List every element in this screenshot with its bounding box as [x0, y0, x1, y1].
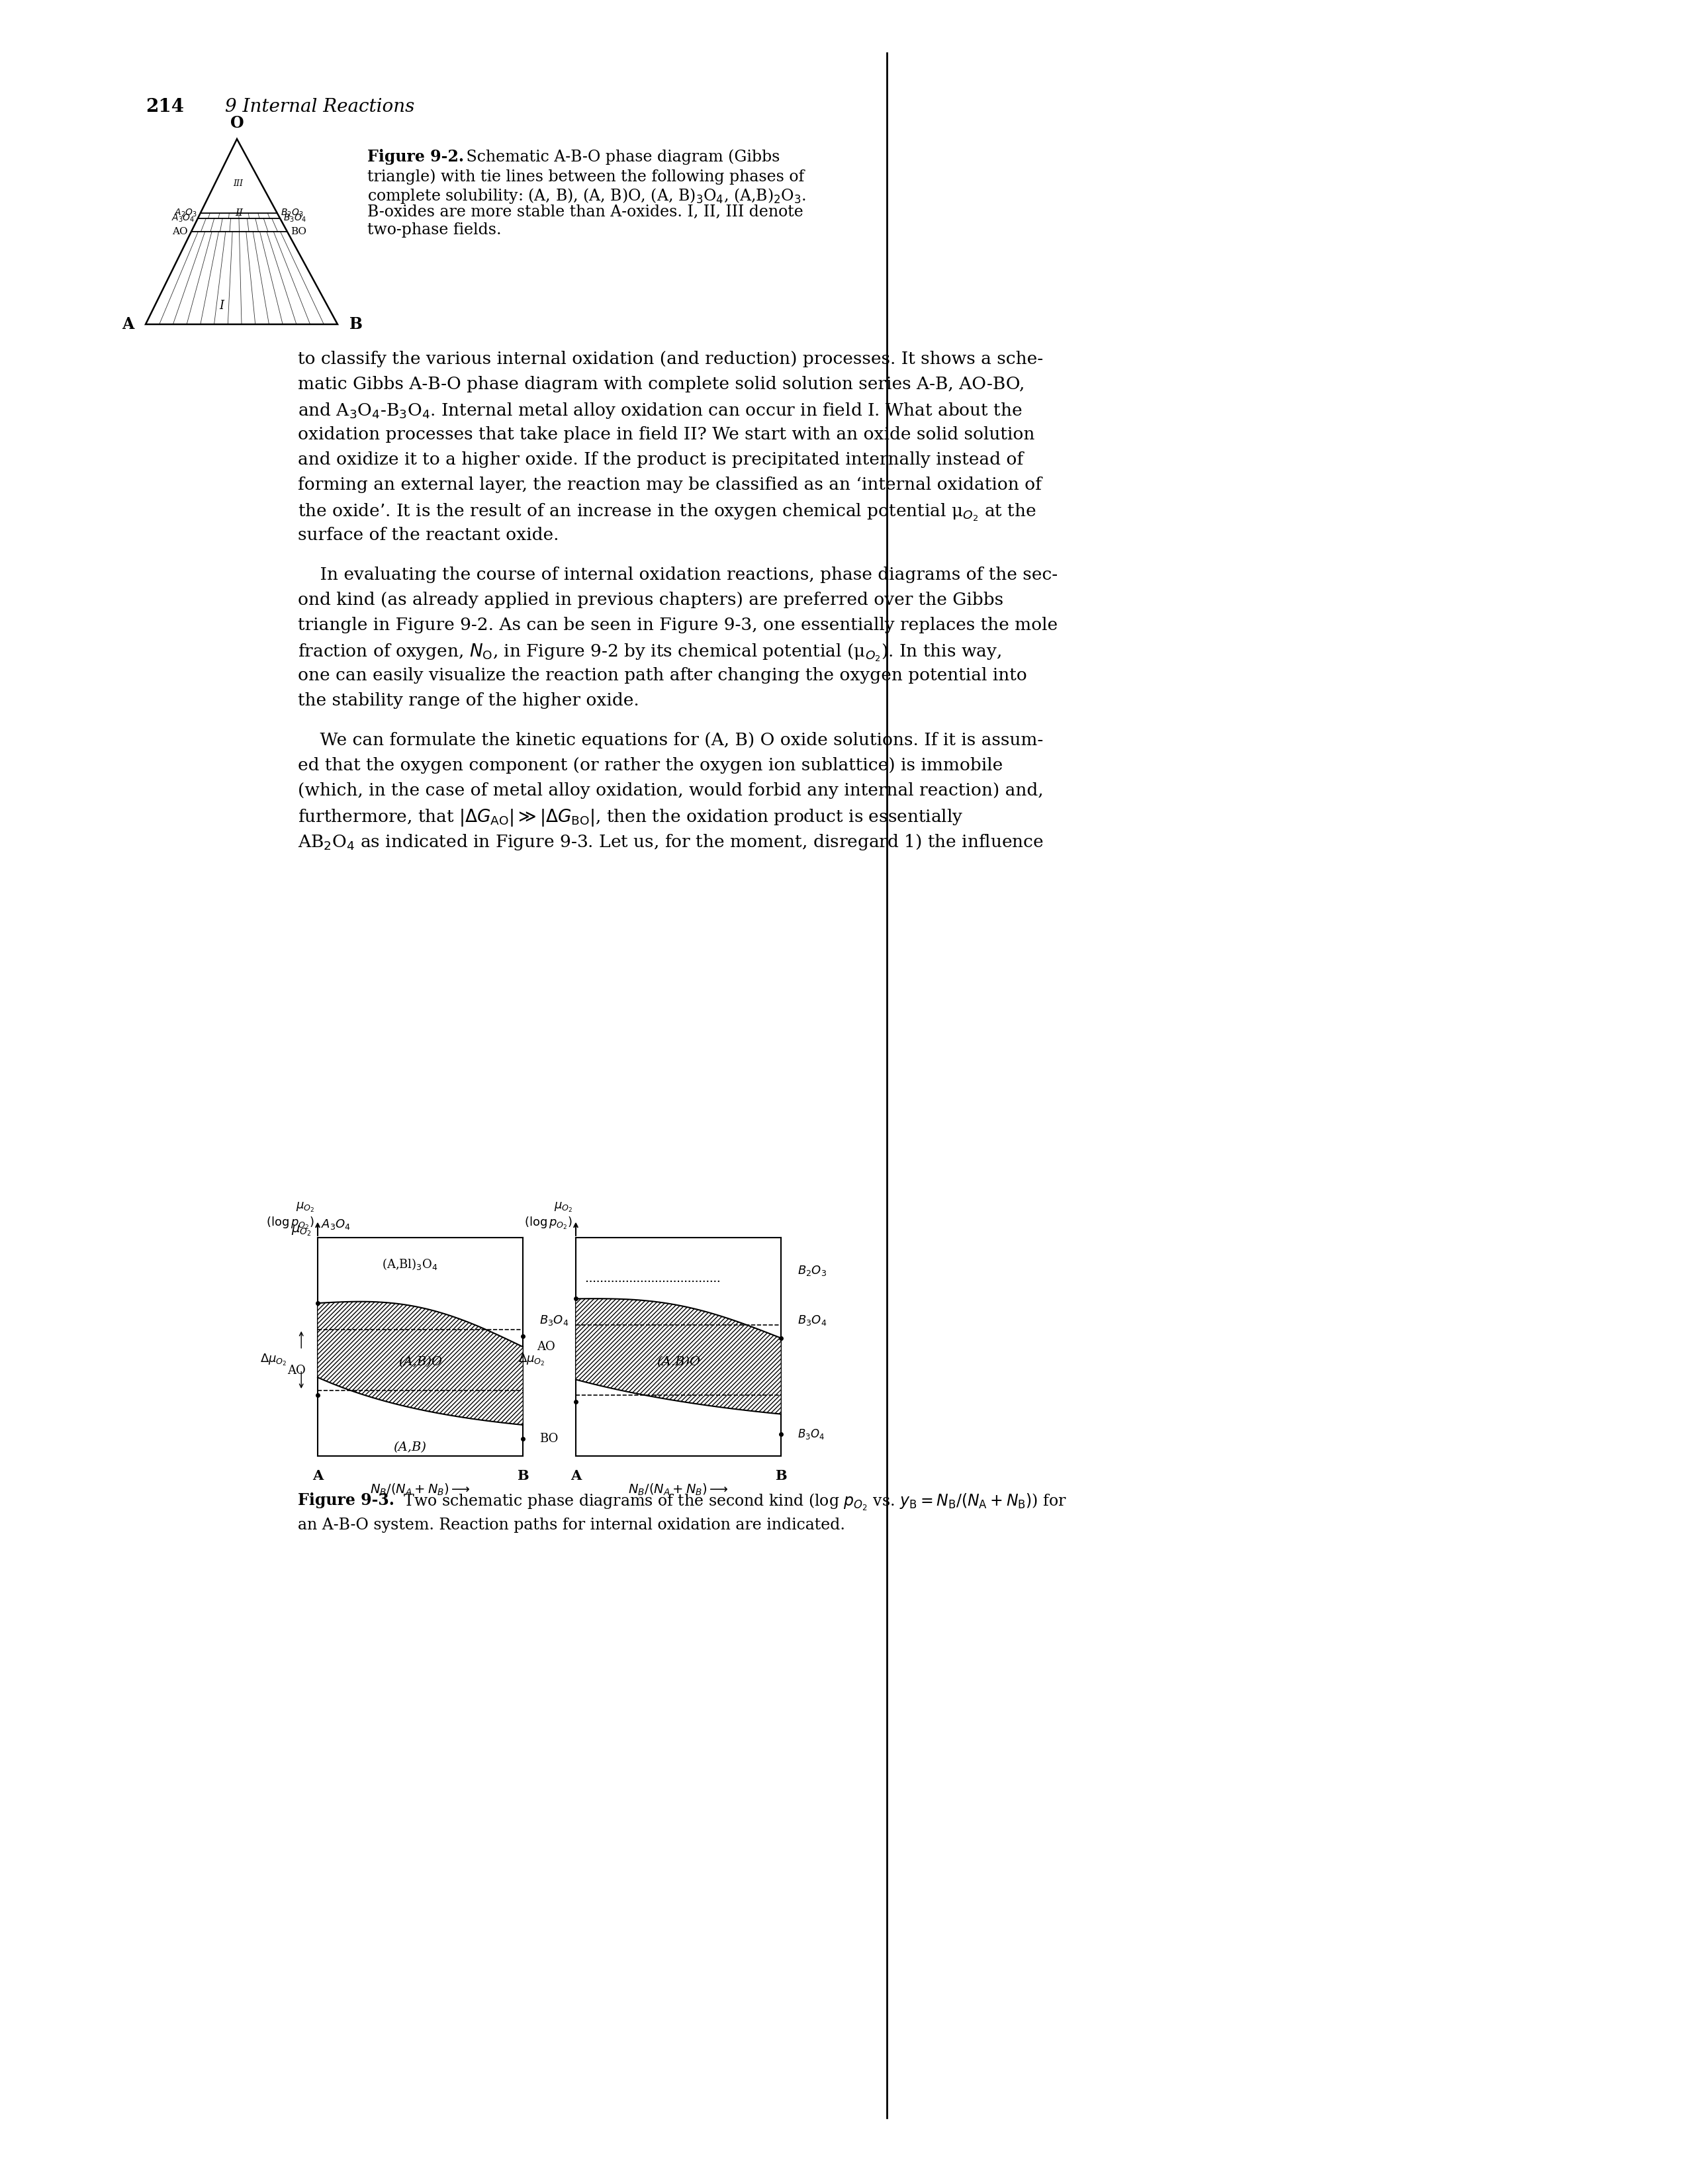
Text: AO: AO [287, 1365, 306, 1376]
Text: complete solubility: (A, B), (A, B)O, (A, B)$_3$O$_4$, (A,B)$_2$O$_3$.: complete solubility: (A, B), (A, B)O, (A… [367, 186, 806, 205]
Text: Figure 9-2.: Figure 9-2. [367, 149, 464, 164]
Text: triangle in Figure 9-2. As can be seen in Figure 9-3, one essentially replaces t: triangle in Figure 9-2. As can be seen i… [297, 616, 1057, 633]
Text: the oxide’. It is the result of an increase in the oxygen chemical potential μ$_: the oxide’. It is the result of an incre… [297, 502, 1035, 522]
Text: triangle) with tie lines between the following phases of: triangle) with tie lines between the fol… [367, 168, 804, 183]
Text: A: A [571, 1470, 581, 1483]
Text: 214: 214 [145, 98, 184, 116]
Text: B: B [775, 1470, 787, 1483]
Text: $B_3O_4$: $B_3O_4$ [539, 1315, 569, 1328]
Text: surface of the reactant oxide.: surface of the reactant oxide. [297, 526, 559, 544]
Text: I: I [220, 299, 225, 312]
Text: (A,B)O: (A,B)O [399, 1356, 443, 1367]
Text: fraction of oxygen, $N_{\rm O}$, in Figure 9-2 by its chemical potential (μ$_{O_: fraction of oxygen, $N_{\rm O}$, in Figu… [297, 642, 1002, 664]
Text: (A,Bl)$_3$O$_4$: (A,Bl)$_3$O$_4$ [382, 1256, 437, 1271]
Text: $\Delta\mu_{O_2}$: $\Delta\mu_{O_2}$ [260, 1352, 287, 1367]
Text: B: B [517, 1470, 529, 1483]
Text: Schematic A-B-O phase diagram (Gibbs: Schematic A-B-O phase diagram (Gibbs [461, 149, 780, 164]
Text: AO: AO [172, 227, 187, 236]
Text: O: O [230, 116, 243, 131]
Text: $\mu_{O_2}$
$(\log p_{O_2})$: $\mu_{O_2}$ $(\log p_{O_2})$ [524, 1201, 573, 1232]
Text: Figure 9-3.: Figure 9-3. [297, 1492, 394, 1509]
Text: furthermore, that $|\Delta G_{\rm AO}|\gg|\Delta G_{\rm BO}|$, then the oxidatio: furthermore, that $|\Delta G_{\rm AO}|\g… [297, 808, 963, 828]
Text: A: A [312, 1470, 323, 1483]
Text: oxidation processes that take place in field II? We start with an oxide solid so: oxidation processes that take place in f… [297, 426, 1035, 443]
Text: $\Delta\mu_{O_2}$: $\Delta\mu_{O_2}$ [519, 1352, 546, 1367]
Text: 9 Internal Reactions: 9 Internal Reactions [225, 98, 414, 116]
Text: ed that the oxygen component (or rather the oxygen ion sublattice) is immobile: ed that the oxygen component (or rather … [297, 758, 1003, 773]
Text: and oxidize it to a higher oxide. If the product is precipitated internally inst: and oxidize it to a higher oxide. If the… [297, 452, 1024, 467]
Text: AO: AO [537, 1341, 556, 1352]
Text: one can easily visualize the reaction path after changing the oxygen potential i: one can easily visualize the reaction pa… [297, 666, 1027, 684]
Polygon shape [318, 1302, 524, 1424]
Text: III: III [233, 179, 243, 188]
Polygon shape [576, 1299, 780, 1413]
Text: two-phase fields.: two-phase fields. [367, 223, 502, 238]
Text: the stability range of the higher oxide.: the stability range of the higher oxide. [297, 692, 638, 710]
Text: $A_3O_4$: $A_3O_4$ [171, 214, 194, 223]
Text: $A_2O_3$: $A_2O_3$ [174, 207, 198, 218]
Text: We can formulate the kinetic equations for (A, B) O oxide solutions. If it is as: We can formulate the kinetic equations f… [297, 732, 1044, 749]
Text: $B_3O_4$: $B_3O_4$ [797, 1315, 826, 1328]
Text: an A-B-O system. Reaction paths for internal oxidation are indicated.: an A-B-O system. Reaction paths for inte… [297, 1518, 844, 1533]
Text: to classify the various internal oxidation (and reduction) processes. It shows a: to classify the various internal oxidati… [297, 352, 1044, 367]
Text: $B_3O_4$: $B_3O_4$ [797, 1428, 824, 1441]
Text: (A,B): (A,B) [394, 1441, 427, 1452]
Text: II: II [235, 207, 243, 218]
Text: $A_3O_4$: $A_3O_4$ [321, 1219, 351, 1232]
Text: $B_2O_3$: $B_2O_3$ [797, 1265, 826, 1278]
Text: $N_B/(N_A+N_B) \longrightarrow$: $N_B/(N_A+N_B) \longrightarrow$ [628, 1483, 728, 1496]
Text: BO: BO [539, 1433, 557, 1444]
Text: ond kind (as already applied in previous chapters) are preferred over the Gibbs: ond kind (as already applied in previous… [297, 592, 1003, 607]
Text: $N_B/(N_A+N_B) \longrightarrow$: $N_B/(N_A+N_B) \longrightarrow$ [370, 1483, 471, 1496]
Text: $\mu_{O_2}$
$(\log p_{O_2})$: $\mu_{O_2}$ $(\log p_{O_2})$ [267, 1201, 314, 1232]
Text: B: B [350, 317, 363, 332]
Text: forming an external layer, the reaction may be classified as an ‘internal oxidat: forming an external layer, the reaction … [297, 476, 1042, 494]
Text: In evaluating the course of internal oxidation reactions, phase diagrams of the : In evaluating the course of internal oxi… [297, 566, 1057, 583]
Text: and A$_3$O$_4$-B$_3$O$_4$. Internal metal alloy oxidation can occur in field I. : and A$_3$O$_4$-B$_3$O$_4$. Internal meta… [297, 402, 1022, 419]
Text: (which, in the case of metal alloy oxidation, would forbid any internal reaction: (which, in the case of metal alloy oxida… [297, 782, 1044, 799]
Text: AB$_2$O$_4$ as indicated in Figure 9-3. Let us, for the moment, disregard 1) the: AB$_2$O$_4$ as indicated in Figure 9-3. … [297, 832, 1044, 852]
Text: $B_2O_3$: $B_2O_3$ [280, 207, 304, 218]
Text: $B_3O_4$: $B_3O_4$ [284, 214, 306, 223]
Text: $\mu_{O_2}$: $\mu_{O_2}$ [291, 1223, 311, 1238]
Text: BO: BO [291, 227, 306, 236]
Text: Two schematic phase diagrams of the second kind (log $p_{O_2}$ vs. $y_{\rm B}=N_: Two schematic phase diagrams of the seco… [399, 1492, 1067, 1511]
Text: B-oxides are more stable than A-oxides. I, II, III denote: B-oxides are more stable than A-oxides. … [367, 205, 804, 221]
Text: A: A [122, 317, 133, 332]
Text: matic Gibbs A-B-O phase diagram with complete solid solution series A-B, AO-BO,: matic Gibbs A-B-O phase diagram with com… [297, 376, 1025, 393]
Text: (A,B)O: (A,B)O [657, 1356, 701, 1367]
